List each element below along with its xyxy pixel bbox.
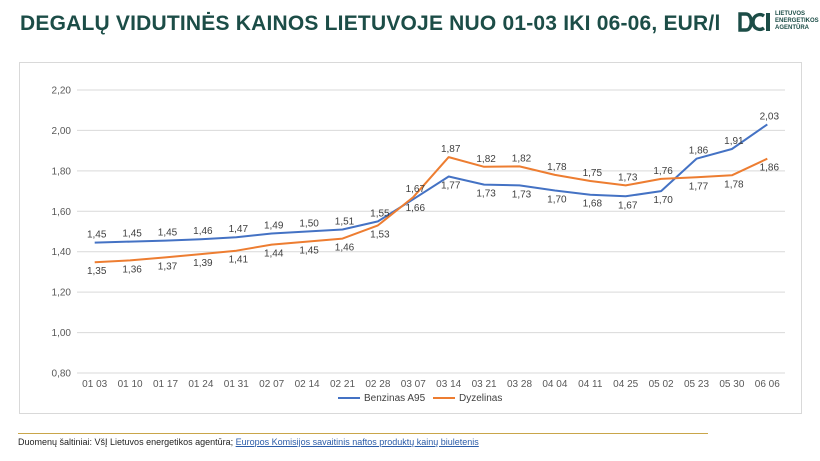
data-label: 1,78 (724, 179, 744, 190)
data-label: 1,41 (229, 255, 249, 266)
legend-label: Dyzelinas (459, 393, 502, 404)
logo-line: AGENTŪRA (775, 25, 809, 31)
x-tick-label: 03 28 (507, 379, 532, 390)
chart-area: 0,80 1,00 1,20 1,40 1,60 1,80 2,00 2,20 01 03 01 … (19, 62, 802, 414)
data-label: 1,66 (406, 203, 426, 214)
x-tick-label: 05 23 (684, 379, 709, 390)
data-label: 1,45 (122, 229, 142, 240)
data-label: 1,50 (299, 219, 319, 230)
y-tick-label: 1,40 (52, 247, 72, 258)
logo-line: LIETUVOS (775, 11, 806, 17)
x-tick-label: 04 11 (578, 379, 603, 390)
x-tick-label: 01 10 (118, 379, 143, 390)
data-label: 1,46 (193, 226, 213, 237)
x-tick-label: 03 14 (436, 379, 461, 390)
data-label: 1,82 (512, 153, 532, 164)
data-label: 1,45 (158, 228, 178, 239)
data-label: 1,77 (689, 181, 709, 192)
agency-logo: LIETUVOS ENERGETIKOS AGENTŪRA (737, 10, 819, 40)
x-tick-label: 04 25 (613, 379, 638, 390)
x-tick-label: 03 21 (472, 379, 497, 390)
data-label: 1,91 (724, 136, 744, 147)
data-label: 2,03 (760, 111, 780, 122)
series-line-benzinas (94, 123, 768, 244)
y-tick-label: 1,20 (52, 288, 72, 299)
y-tick-label: 1,00 (52, 328, 72, 339)
data-label: 1,47 (229, 224, 249, 235)
data-label: 1,75 (583, 168, 603, 179)
data-label: 1,45 (299, 246, 319, 257)
source-text: Duomenų šaltiniai: VšĮ Lietuvos energeti… (18, 437, 236, 447)
x-tick-label: 01 31 (224, 379, 249, 390)
data-label: 1,39 (193, 258, 213, 269)
line-chart: 0,80 1,00 1,20 1,40 1,60 1,80 2,00 2,20 01 03 01 … (52, 86, 785, 404)
series-line-dyzelinas (94, 156, 768, 264)
data-label: 1,86 (760, 163, 780, 174)
x-tick-label: 04 04 (542, 379, 567, 390)
logo-text: LIETUVOS ENERGETIKOS AGENTŪRA (775, 11, 819, 32)
y-tick-label: 2,20 (52, 86, 72, 97)
logo-line: ENERGETIKOS (775, 18, 819, 24)
x-tick-label: 03 07 (401, 379, 426, 390)
data-label: 1,53 (370, 229, 390, 240)
data-label: 1,67 (618, 200, 638, 211)
y-tick-label: 1,80 (52, 166, 72, 177)
data-label: 1,70 (547, 194, 567, 205)
data-label: 1,73 (476, 189, 496, 200)
logo-mark-icon (738, 12, 770, 32)
x-tick-label: 02 21 (330, 379, 355, 390)
data-label: 1,35 (87, 266, 107, 277)
x-tick-label: 05 02 (649, 379, 674, 390)
data-label: 1,86 (689, 146, 709, 157)
data-label: 1,45 (87, 230, 107, 241)
data-label: 1,87 (441, 144, 461, 155)
data-label: 1,55 (370, 208, 390, 219)
data-label: 1,78 (547, 162, 567, 173)
data-label: 1,76 (653, 166, 673, 177)
data-label: 1,70 (653, 195, 673, 206)
y-tick-label: 0,80 (52, 369, 72, 380)
footer-divider (18, 433, 708, 434)
x-tick-label: 06 06 (755, 379, 780, 390)
x-tick-label: 01 03 (82, 379, 107, 390)
y-tick-label: 1,60 (52, 207, 72, 218)
legend-label: Benzinas A95 (364, 393, 426, 404)
data-label: 1,67 (406, 184, 426, 195)
data-label: 1,49 (264, 221, 284, 232)
data-label: 1,73 (512, 189, 532, 200)
bulletin-link[interactable]: Europos Komisijos savaitinis naftos prod… (235, 437, 479, 447)
data-label: 1,68 (583, 199, 603, 210)
y-tick-label: 2,00 (52, 126, 72, 137)
chart-title: DEGALŲ VIDUTINĖS KAINOS LIETUVOJE NUO 01… (20, 12, 721, 35)
x-tick-label: 01 17 (153, 379, 178, 390)
footer-source: Duomenų šaltiniai: VšĮ Lietuvos energeti… (18, 437, 479, 447)
data-label: 1,44 (264, 249, 284, 260)
x-tick-label: 02 14 (295, 379, 320, 390)
data-label: 1,51 (335, 216, 355, 227)
data-label: 1,36 (122, 264, 142, 275)
data-label: 1,77 (441, 181, 461, 192)
data-label: 1,82 (476, 154, 496, 165)
data-label: 1,37 (158, 261, 178, 272)
x-tick-label: 05 30 (719, 379, 744, 390)
data-label: 1,73 (618, 172, 638, 183)
x-tick-label: 01 24 (188, 379, 213, 390)
data-label: 1,46 (335, 243, 355, 254)
x-tick-label: 02 28 (365, 379, 390, 390)
x-tick-label: 02 07 (259, 379, 284, 390)
